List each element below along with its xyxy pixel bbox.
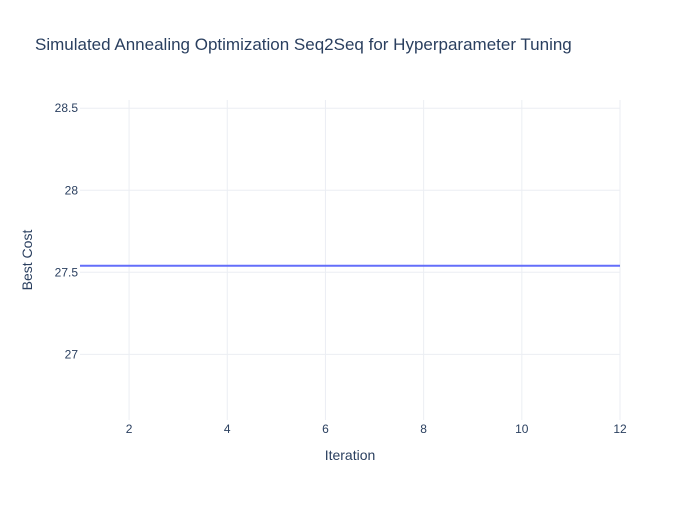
y-tick-label: 27.5 (55, 265, 79, 279)
chart-title: Simulated Annealing Optimization Seq2Seq… (35, 35, 572, 54)
x-tick-label: 12 (613, 422, 627, 436)
x-tick-label: 8 (420, 422, 427, 436)
axis-layer: 2 4 6 8 10 12 27 27.5 28 28.5 (55, 101, 627, 436)
y-tick-label: 28.5 (55, 101, 79, 115)
x-tick-label: 6 (322, 422, 329, 436)
x-axis-title: Iteration (325, 447, 376, 463)
grid-layer (80, 100, 621, 420)
x-tick-label: 4 (224, 422, 231, 436)
y-axis-title: Best Cost (19, 230, 35, 291)
y-tick-label: 27 (65, 347, 79, 361)
x-tick-label: 10 (515, 422, 529, 436)
x-tick-label: 2 (126, 422, 133, 436)
y-tick-label: 28 (65, 183, 79, 197)
